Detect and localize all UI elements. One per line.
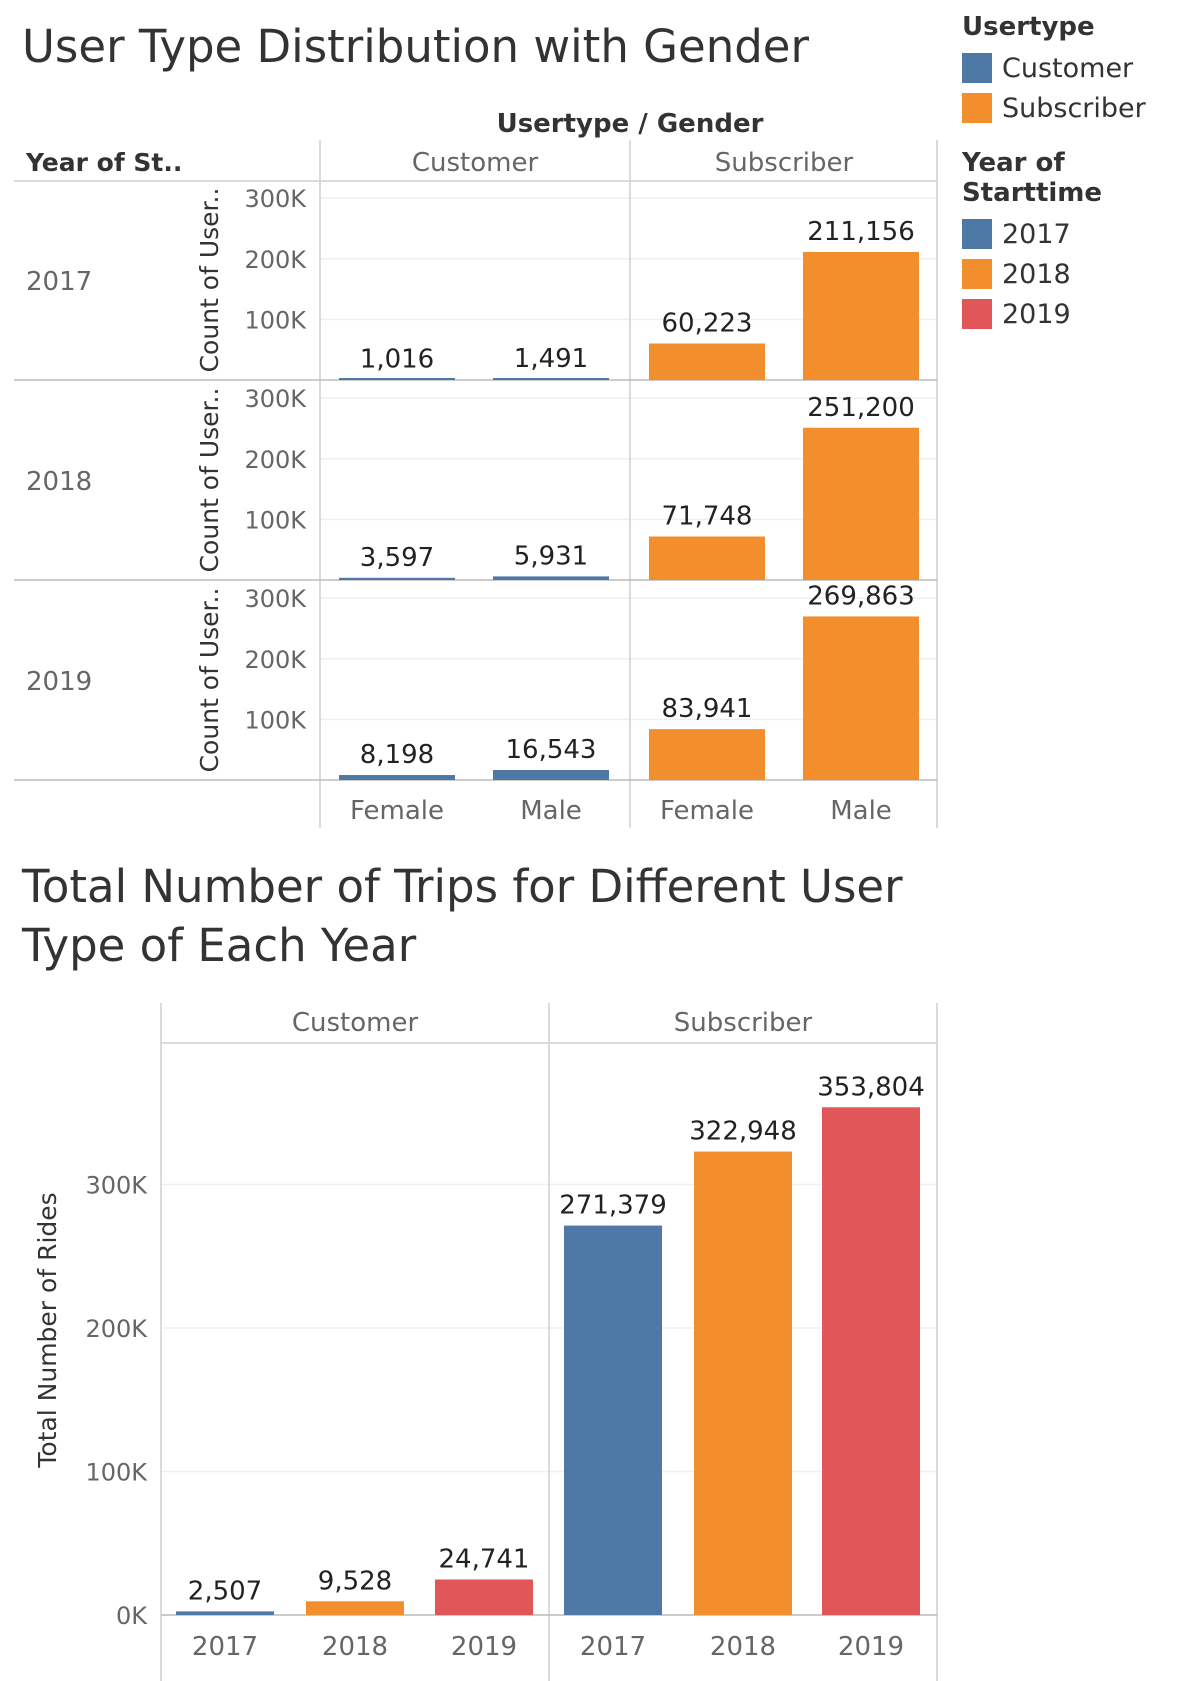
y-tick-label: 300K bbox=[244, 385, 307, 413]
legend-label-2019: 2019 bbox=[1002, 298, 1071, 330]
legend-label-2018: 2018 bbox=[1002, 258, 1071, 290]
y-tick-label: 100K bbox=[85, 1459, 148, 1487]
legend-item-customer[interactable]: Customer bbox=[962, 48, 1146, 88]
x-category-label: Male bbox=[520, 796, 582, 826]
bar bbox=[649, 729, 765, 780]
y-axis-label: Count of User.. bbox=[195, 388, 224, 573]
y-tick-label: 100K bbox=[244, 306, 307, 334]
row-label-year: 2018 bbox=[26, 467, 92, 497]
bar bbox=[435, 1579, 533, 1615]
y-axis-label: Count of User.. bbox=[195, 588, 224, 773]
column-header-subscriber: Subscriber bbox=[674, 1008, 813, 1038]
bar-label: 353,804 bbox=[817, 1072, 925, 1102]
x-category-label: 2018 bbox=[710, 1632, 776, 1662]
bar bbox=[564, 1225, 662, 1615]
legend-item-subscriber[interactable]: Subscriber bbox=[962, 88, 1146, 128]
legend-label-subscriber: Subscriber bbox=[1002, 92, 1146, 124]
bar-label: 83,941 bbox=[662, 694, 753, 724]
bar bbox=[306, 1601, 404, 1615]
bar-label: 2,507 bbox=[188, 1576, 262, 1606]
y-axis-label: Count of User.. bbox=[195, 188, 224, 373]
legend-item-2018[interactable]: 2018 bbox=[962, 254, 1204, 294]
y-axis-label: Total Number of Rides bbox=[33, 1192, 62, 1468]
bar bbox=[493, 378, 609, 380]
bar bbox=[649, 536, 765, 580]
bar-label: 269,863 bbox=[807, 581, 915, 611]
bar bbox=[694, 1151, 792, 1615]
legend-item-2017[interactable]: 2017 bbox=[962, 214, 1204, 254]
bar bbox=[339, 378, 455, 380]
x-category-label: Female bbox=[350, 796, 444, 826]
column-header-subscriber: Subscriber bbox=[715, 148, 854, 178]
bar-label: 1,491 bbox=[514, 344, 588, 374]
column-header-customer: Customer bbox=[292, 1008, 419, 1038]
x-category-label: 2018 bbox=[322, 1632, 388, 1662]
legend-usertype-heading: Usertype bbox=[962, 12, 1095, 42]
legend-year-heading: Year of Starttime bbox=[962, 148, 1103, 208]
y-tick-label: 200K bbox=[244, 446, 307, 474]
bar-label: 16,543 bbox=[506, 735, 597, 765]
legend-year: Year of Starttime 2017 2018 2019 bbox=[962, 148, 1204, 334]
y-tick-label: 100K bbox=[244, 506, 307, 534]
bar bbox=[803, 252, 919, 380]
bar bbox=[803, 616, 919, 780]
bar-label: 60,223 bbox=[662, 309, 753, 339]
bar-label: 251,200 bbox=[807, 393, 915, 423]
bar bbox=[822, 1107, 920, 1615]
bar-label: 271,379 bbox=[559, 1191, 667, 1221]
bar bbox=[176, 1611, 274, 1615]
bar-label: 8,198 bbox=[360, 740, 434, 770]
bar-label: 322,948 bbox=[689, 1117, 797, 1147]
column-header-usertype-gender: Usertype / Gender bbox=[497, 109, 764, 139]
row-header-year: Year of St.. bbox=[25, 148, 182, 177]
bar-label: 1,016 bbox=[360, 344, 434, 374]
x-category-label: Female bbox=[660, 796, 754, 826]
y-tick-label: 300K bbox=[244, 585, 307, 613]
legend-swatch-2018 bbox=[962, 259, 992, 289]
legend-label-customer: Customer bbox=[1002, 52, 1134, 84]
bar bbox=[803, 427, 919, 580]
x-category-label: 2017 bbox=[580, 1632, 646, 1662]
bar-label: 5,931 bbox=[514, 541, 588, 571]
chart-title-user-type-gender: User Type Distribution with Gender bbox=[22, 20, 809, 73]
bar bbox=[649, 343, 765, 380]
y-tick-label: 300K bbox=[244, 185, 307, 213]
row-label-year: 2019 bbox=[26, 667, 92, 697]
bar-label: 3,597 bbox=[360, 543, 434, 573]
legend-swatch-customer bbox=[962, 53, 992, 83]
bar-label: 211,156 bbox=[807, 217, 915, 247]
x-category-label: Male bbox=[830, 796, 892, 826]
column-header-customer: Customer bbox=[412, 148, 539, 178]
legend-label-2017: 2017 bbox=[1002, 218, 1071, 250]
legend-swatch-2017 bbox=[962, 219, 992, 249]
bar-label: 71,748 bbox=[662, 502, 753, 532]
row-label-year: 2017 bbox=[26, 267, 92, 297]
bar bbox=[339, 775, 455, 780]
chart-title-total-trips: Total Number of Trips for Different User… bbox=[22, 860, 903, 972]
y-tick-label: 300K bbox=[85, 1172, 148, 1200]
y-tick-label: 100K bbox=[244, 706, 307, 734]
x-category-label: 2017 bbox=[192, 1632, 258, 1662]
legend-swatch-2019 bbox=[962, 299, 992, 329]
bar bbox=[493, 576, 609, 580]
y-tick-label: 200K bbox=[244, 246, 307, 274]
y-tick-label: 200K bbox=[85, 1315, 148, 1343]
bar bbox=[493, 769, 609, 780]
legend-usertype: Usertype Customer Subscriber bbox=[962, 12, 1146, 128]
bar-label: 9,528 bbox=[318, 1566, 392, 1596]
x-category-label: 2019 bbox=[451, 1632, 517, 1662]
y-tick-label: 0K bbox=[116, 1602, 148, 1630]
x-category-label: 2019 bbox=[838, 1632, 904, 1662]
legend-swatch-subscriber bbox=[962, 93, 992, 123]
bar bbox=[339, 577, 455, 580]
legend-item-2019[interactable]: 2019 bbox=[962, 294, 1204, 334]
bar-label: 24,741 bbox=[439, 1544, 530, 1574]
y-tick-label: 200K bbox=[244, 646, 307, 674]
